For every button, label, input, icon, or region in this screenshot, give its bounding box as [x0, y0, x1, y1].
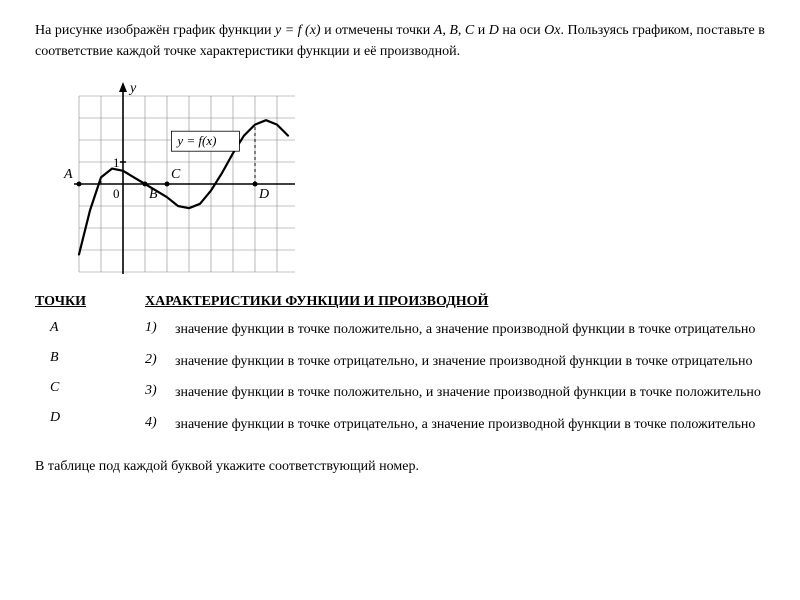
- points-column: ТОЧКИ ABCD: [35, 294, 115, 434]
- svg-text:y = f(x): y = f(x): [175, 133, 216, 148]
- graph-svg: yx01ABCDy = f(x): [55, 74, 295, 274]
- point-label: C: [50, 380, 115, 396]
- point-label: D: [50, 410, 115, 426]
- characteristic-item: 1) значение функции в точке положительно,…: [145, 320, 765, 340]
- svg-text:B: B: [149, 187, 158, 202]
- problem-pts: A, B, C: [434, 23, 474, 38]
- characteristic-item: 2) значение функции в точке отрицательно,…: [145, 352, 765, 372]
- svg-text:0: 0: [113, 186, 120, 201]
- points-list: ABCD: [35, 320, 115, 426]
- characteristic-number: 3): [145, 383, 165, 403]
- point-label: B: [50, 350, 115, 366]
- footer-instruction: В таблице под каждой буквой укажите соот…: [35, 459, 765, 475]
- characteristic-item: 3) значение функции в точке положительно,…: [145, 383, 765, 403]
- svg-text:1: 1: [113, 155, 120, 170]
- function-graph: yx01ABCDy = f(x): [55, 74, 765, 279]
- characteristics-list: 1) значение функции в точке положительно,…: [145, 320, 765, 434]
- problem-text-1c: и: [474, 23, 489, 38]
- problem-text-1a: На рисунке изображён график функции: [35, 23, 275, 38]
- characteristic-number: 4): [145, 415, 165, 435]
- characteristic-number: 1): [145, 320, 165, 340]
- svg-text:A: A: [63, 167, 73, 182]
- problem-eq: y = f (x): [275, 23, 321, 38]
- characteristics-column: ХАРАКТЕРИСТИКИ ФУНКЦИИ И ПРОИЗВОДНОЙ 1) з…: [145, 294, 765, 434]
- characteristic-text: значение функции в точке отрицательно, а…: [175, 415, 765, 435]
- characteristic-text: значение функции в точке положительно, а…: [175, 320, 765, 340]
- characteristic-number: 2): [145, 352, 165, 372]
- characteristic-text: значение функции в точке положительно, и…: [175, 383, 765, 403]
- problem-statement: На рисунке изображён график функции y = …: [35, 20, 765, 62]
- svg-text:D: D: [258, 187, 269, 202]
- problem-d: D: [489, 23, 499, 38]
- svg-text:C: C: [171, 167, 181, 182]
- characteristics-header: ХАРАКТЕРИСТИКИ ФУНКЦИИ И ПРОИЗВОДНОЙ: [145, 294, 765, 310]
- matching-columns: ТОЧКИ ABCD ХАРАКТЕРИСТИКИ ФУНКЦИИ И ПРОИ…: [35, 294, 765, 434]
- svg-text:y: y: [128, 81, 137, 96]
- characteristic-item: 4) значение функции в точке отрицательно,…: [145, 415, 765, 435]
- problem-axis: Ox: [544, 23, 560, 38]
- problem-text-1e: на оси: [499, 23, 544, 38]
- points-header: ТОЧКИ: [35, 294, 115, 310]
- problem-text-1f: .: [560, 23, 564, 38]
- characteristic-text: значение функции в точке отрицательно, и…: [175, 352, 765, 372]
- point-label: A: [50, 320, 115, 336]
- problem-text-1b: и отмечены точки: [321, 23, 434, 38]
